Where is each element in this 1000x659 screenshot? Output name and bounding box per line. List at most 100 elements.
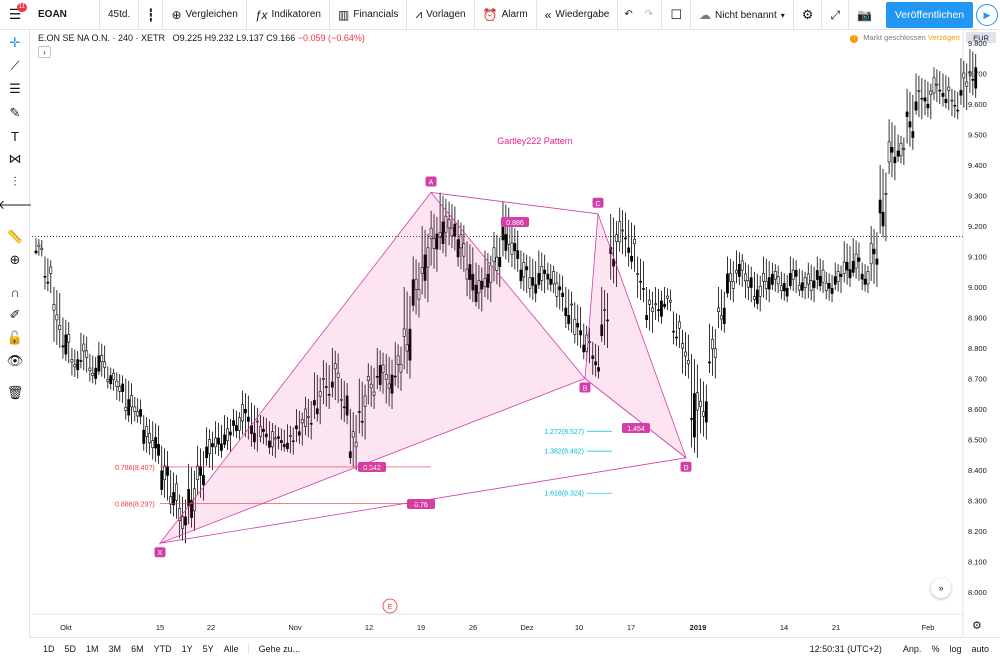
range-6m[interactable]: 6M [131,643,144,654]
candle-body [175,483,178,501]
candle-body [40,247,44,250]
candle-body [115,380,119,387]
pattern-point-badge [425,176,437,187]
candle-body [91,372,95,376]
scale-settings-gear-icon[interactable]: ⚙ [972,620,982,632]
goto-date-button[interactable]: Gehe zu... [247,643,306,654]
range-1d[interactable]: 1D [43,643,55,654]
candle-body [594,361,598,366]
interval-button[interactable]: 45td. [100,0,140,30]
candle-body [785,287,789,297]
candle-body [857,257,861,262]
lock-icon[interactable]: 🔓 [6,330,24,345]
play-icon[interactable]: ▶ [976,4,998,26]
chart-type-button[interactable]: ┇ [139,0,164,30]
candle-body [564,307,568,317]
candle-body [447,219,451,229]
auto-toggle[interactable]: auto [971,644,989,654]
financials-button[interactable]: ▥ Financials [330,0,408,30]
magnet-icon[interactable]: ∩ [10,284,20,300]
brush-icon[interactable]: ✎ [9,105,21,120]
low-value: 9.137 [241,33,264,43]
trash-icon[interactable]: 🗑 [6,385,24,400]
settings-button[interactable]: ⚙ [792,0,822,30]
candle-body [127,399,131,416]
candle-body [43,275,47,278]
eye-icon[interactable]: 👁 [6,353,24,368]
templates-icon: ⩘ [415,7,423,21]
candle-body [935,83,939,86]
candle-body [318,391,322,397]
candle-body [58,325,62,331]
clock[interactable]: 12:50:31 (UTC+2) [809,644,882,654]
pattern-icon[interactable]: ⋈ [8,151,22,166]
adjust-toggle[interactable]: Anp. [902,644,922,654]
candle-body [426,247,430,268]
publish-button[interactable]: Veröffentlichen [886,2,973,28]
candle-body [612,258,616,267]
percent-toggle[interactable]: % [931,644,940,654]
candle-body [974,67,978,89]
candle-body [917,90,921,92]
candle-body [393,375,397,378]
candle-body [609,247,613,254]
candle-body [708,361,711,364]
range-3m[interactable]: 3M [108,643,122,654]
templates-button[interactable]: ⩘ Vorlagen [407,0,475,30]
log-toggle[interactable]: log [949,644,962,654]
time-tick-label: 17 [627,623,635,632]
time-tick-label: Dez [520,623,534,632]
replay-button[interactable]: « Wiedergabe [537,0,619,30]
candle-body [965,81,969,87]
arrow-left-icon[interactable]: 🡐 [0,197,33,212]
snapshot-button[interactable]: 📷 [848,0,880,30]
candle-body [702,411,705,417]
redo-button[interactable]: ↷ [639,0,659,30]
text-icon[interactable]: T [11,128,19,144]
candle-body [911,131,915,138]
prediction-icon[interactable]: ⫶ [13,174,17,189]
chart-legend: E.ON SE NA O.N. · 240 · XETR O9.225 H9.2… [38,33,365,43]
candle-body [722,307,726,324]
fullscreen-layout-button[interactable]: ☐ [661,0,690,30]
crosshair-icon[interactable]: ✛ [9,35,21,50]
scroll-to-realtime-button[interactable]: » [931,578,951,598]
market-status: ! Markt geschlossen Verzögert [850,33,960,43]
indicators-button[interactable]: ƒx Indikatoren [247,0,330,30]
legend-collapse-button[interactable]: › [38,46,51,58]
lock-drawing-icon[interactable]: ✐ [9,307,21,322]
candle-body [893,156,897,164]
trend-line-icon[interactable]: ⟋ [10,58,20,73]
fullscreen-button[interactable]: ⤢ [821,0,848,30]
candle-body [561,292,565,297]
candle-body [342,406,346,409]
candle-body [719,315,723,320]
candle-body [782,283,786,292]
candle-body [366,376,370,381]
symbol-search[interactable]: EOAN [30,0,100,30]
compare-button[interactable]: ⊕ Vergleichen [163,0,247,30]
zoom-in-icon[interactable]: ⊕ [9,252,21,267]
layout-name-button[interactable]: ☁ Nicht benannt ▾ [690,0,793,30]
undo-button[interactable]: ↶ [618,0,638,30]
price-tick-label: 9.400 [968,161,987,170]
range-1m[interactable]: 1M [86,643,99,654]
range-5d[interactable]: 5D [64,643,77,654]
candle-body [327,394,331,396]
range-all[interactable]: Alle [223,643,239,654]
price-tick-label: 9.200 [968,222,987,231]
candle-body [214,437,218,448]
range-1y[interactable]: 1Y [181,643,193,654]
alert-button[interactable]: ⏰ Alarm [475,0,537,30]
range-5y[interactable]: 5Y [202,643,214,654]
candle-body [396,355,400,365]
main-menu-button[interactable]: ☰ 11 [0,0,30,30]
candle-body [576,322,580,328]
horizontal-lines-icon[interactable]: ☰ [9,81,21,96]
candle-body [462,243,466,257]
price-tick-label: 8.400 [968,466,987,475]
ruler-icon[interactable]: 📏 [6,229,24,244]
range-ytd[interactable]: YTD [153,643,172,654]
price-tick-label: 9.700 [968,70,987,79]
